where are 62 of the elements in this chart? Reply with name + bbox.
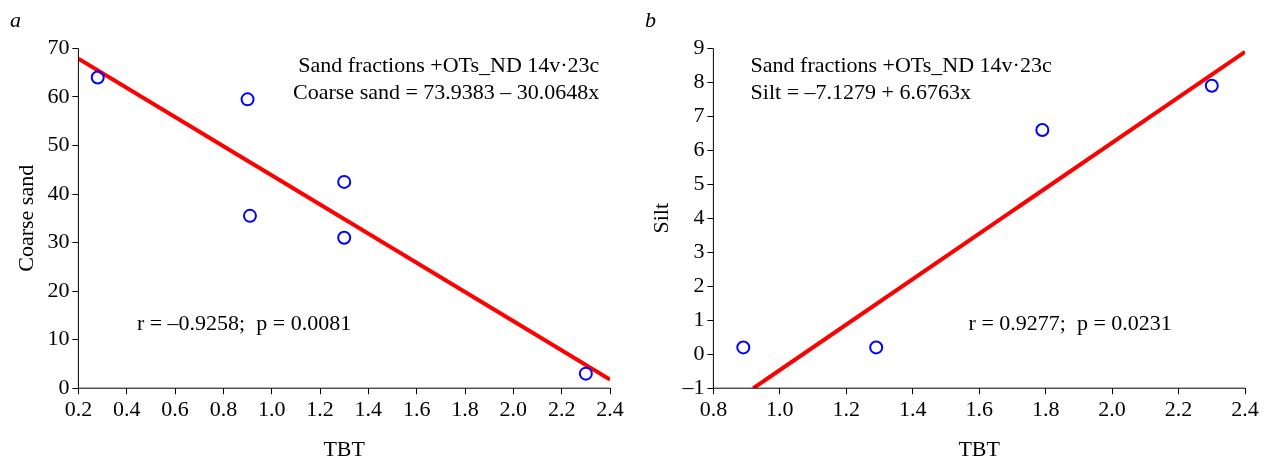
y-tick-label: 1: [693, 306, 705, 332]
y-tick-label: 2: [693, 272, 705, 298]
y-tick-label: 3: [693, 238, 705, 264]
annotation: Coarse sand = 73.9383 – 30.0648x: [293, 79, 600, 105]
point: [90, 70, 105, 85]
x-axis-title: TBT: [323, 435, 366, 461]
point: [1204, 78, 1219, 93]
x-tick-label: 1.6: [402, 396, 431, 422]
point: [337, 174, 352, 189]
x-tick-label: 1.8: [451, 396, 479, 422]
x-tick-label: 2.2: [547, 396, 576, 422]
x-tick-label: 2.0: [499, 396, 528, 422]
x-tick-label: 2.4: [1231, 396, 1259, 422]
x-tick-label: 0.4: [112, 396, 141, 422]
annotation: r = 0.9277; p = 0.0231: [968, 310, 1172, 336]
x-axis-title: TBT: [958, 435, 1001, 461]
y-tick-label: 30: [47, 228, 70, 254]
x-tick-label: 1.4: [899, 396, 927, 422]
point: [869, 340, 884, 355]
x-tick-label: 1.2: [306, 396, 334, 422]
x-tick-label: 0.6: [161, 396, 189, 422]
y-tick-label: 70: [47, 34, 70, 60]
y-tick-label: 60: [47, 82, 70, 108]
x-tick-label: 1.6: [965, 396, 993, 422]
x-tick-label: 1.8: [1031, 396, 1060, 422]
y-tick-label: 5: [693, 170, 705, 196]
chart-title: a: [10, 6, 21, 32]
y-tick-label: 50: [47, 131, 70, 157]
y-tick-label: 10: [47, 325, 70, 351]
y-tick-label: 4: [693, 204, 705, 230]
point: [337, 230, 352, 245]
y-tick-label: –1: [681, 373, 705, 399]
x-tick-label: 0.2: [64, 396, 93, 422]
x-tick-label: 2.2: [1164, 396, 1193, 422]
x-tick-label: 1.0: [257, 396, 286, 422]
y-tick-label: 6: [693, 136, 705, 162]
point: [578, 366, 593, 381]
point: [736, 340, 751, 355]
y-tick-label: 7: [693, 102, 705, 128]
x-tick-label: 1.4: [354, 396, 383, 422]
point: [242, 208, 257, 223]
point: [1035, 122, 1050, 137]
y-tick-label: 20: [47, 276, 70, 302]
annotation: r = –0.9258; p = 0.0081: [136, 310, 352, 336]
x-tick-label: 0.8: [699, 396, 728, 422]
x-tick-label: 2.4: [596, 396, 624, 422]
y-tick-label: 0: [58, 373, 70, 399]
annotation: Sand fractions +OTs_ND 14v·23c: [298, 51, 600, 77]
annotation: Silt = –7.1279 + 6.6763x: [750, 79, 971, 105]
chart-title: b: [645, 6, 656, 32]
y-axis-title: Coarse sand: [12, 164, 38, 272]
annotation: Sand fractions +OTs_ND 14v·23c: [750, 51, 1052, 77]
x-tick-label: 2.0: [1098, 396, 1126, 422]
x-tick-label: 0.8: [209, 396, 238, 422]
x-tick-label: 1.0: [766, 396, 794, 422]
y-tick-label: 9: [693, 34, 705, 60]
y-tick-label: 0: [693, 340, 705, 365]
y-axis-title: Silt: [647, 203, 673, 234]
point: [240, 92, 255, 107]
y-tick-label: 8: [693, 68, 705, 94]
y-tick-label: 40: [47, 179, 70, 205]
x-tick-label: 1.2: [832, 396, 861, 422]
